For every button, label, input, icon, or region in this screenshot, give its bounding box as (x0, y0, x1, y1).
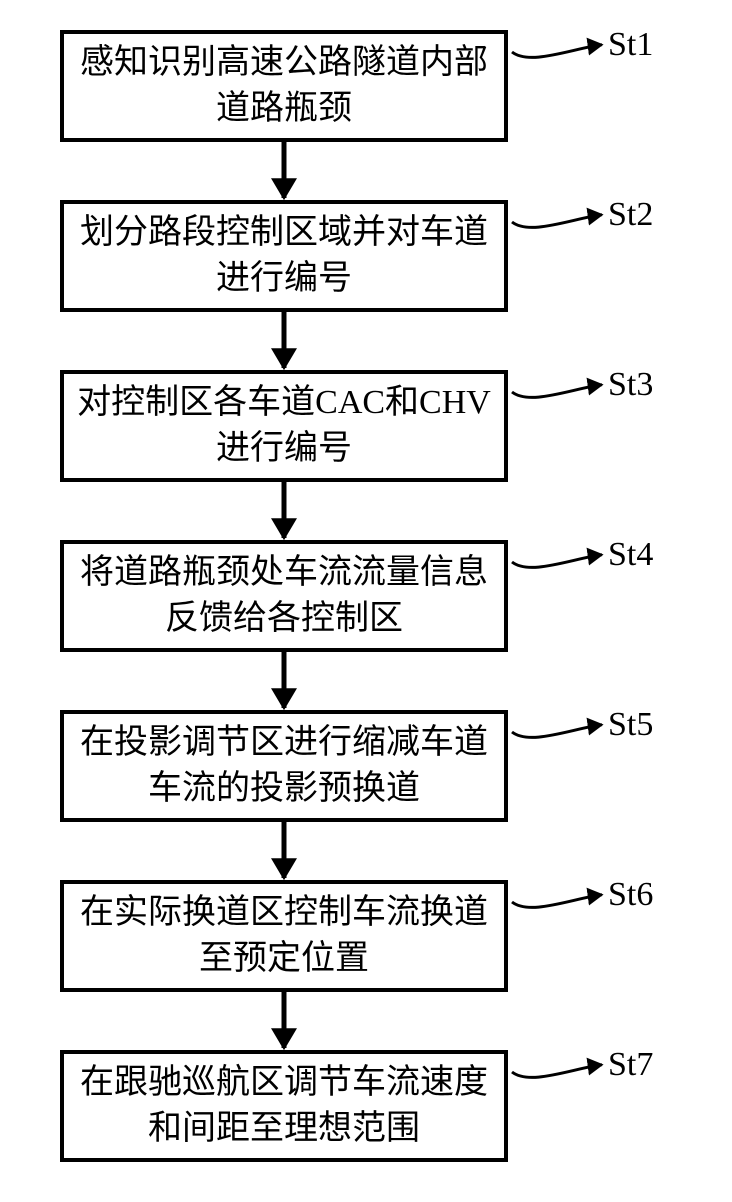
step-label-2: St2 (608, 196, 653, 234)
flowchart-node-text: 在投影调节区进行缩减车道车流的投影预换道 (64, 720, 504, 812)
label-leader-arrow-4 (512, 555, 602, 568)
flowchart-node-2: 划分路段控制区域并对车道进行编号 (60, 200, 508, 312)
step-label-5: St5 (608, 706, 653, 744)
step-label-3: St3 (608, 366, 653, 404)
flowchart-container: 感知识别高速公路隧道内部道路瓶颈划分路段控制区域并对车道进行编号对控制区各车道C… (0, 0, 732, 1202)
flowchart-node-7: 在跟驰巡航区调节车流速度和间距至理想范围 (60, 1050, 508, 1162)
flowchart-node-text: 在跟驰巡航区调节车流速度和间距至理想范围 (64, 1060, 504, 1152)
flowchart-node-text: 将道路瓶颈处车流流量信息反馈给各控制区 (64, 550, 504, 642)
label-leader-arrow-7 (512, 1065, 602, 1078)
label-leader-arrow-5 (512, 725, 602, 738)
flowchart-node-4: 将道路瓶颈处车流流量信息反馈给各控制区 (60, 540, 508, 652)
label-leader-arrow-1 (512, 45, 602, 58)
step-label-1: St1 (608, 26, 653, 64)
step-label-7: St7 (608, 1046, 653, 1084)
step-label-4: St4 (608, 536, 653, 574)
flowchart-node-5: 在投影调节区进行缩减车道车流的投影预换道 (60, 710, 508, 822)
flowchart-node-text: 感知识别高速公路隧道内部道路瓶颈 (64, 40, 504, 132)
flowchart-node-text: 在实际换道区控制车流换道至预定位置 (64, 890, 504, 982)
flowchart-node-text: 划分路段控制区域并对车道进行编号 (64, 210, 504, 302)
flowchart-node-1: 感知识别高速公路隧道内部道路瓶颈 (60, 30, 508, 142)
label-leader-arrow-3 (512, 385, 602, 398)
flowchart-node-3: 对控制区各车道CAC和CHV进行编号 (60, 370, 508, 482)
label-leader-arrow-6 (512, 895, 602, 908)
label-leader-arrow-2 (512, 215, 602, 228)
step-label-6: St6 (608, 876, 653, 914)
flowchart-node-6: 在实际换道区控制车流换道至预定位置 (60, 880, 508, 992)
flowchart-node-text: 对控制区各车道CAC和CHV进行编号 (64, 380, 504, 472)
